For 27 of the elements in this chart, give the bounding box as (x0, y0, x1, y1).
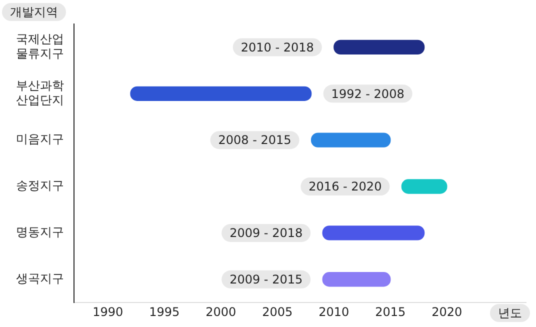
bar (322, 272, 391, 287)
annotation: 1992 - 2008 (331, 86, 404, 101)
bar (130, 86, 312, 101)
annotation: 2016 - 2020 (308, 180, 382, 194)
y-tick-label: 국제산업 물류지구 (16, 32, 64, 61)
bar (322, 226, 425, 240)
bar (310, 132, 391, 148)
annotation: 2010 - 2018 (240, 40, 314, 54)
bar (334, 40, 425, 55)
y-tick-label: 부산과학 산업단지 (16, 78, 64, 107)
bar (401, 179, 448, 194)
x-tick-label: 2010 (318, 304, 350, 319)
x-tick-label: 2015 (375, 304, 406, 319)
x-tick-label: 2020 (432, 304, 462, 319)
x-tick-label: 1995 (149, 304, 180, 319)
annotation: 2009 - 2015 (230, 272, 303, 287)
y-tick-label: 생곡지구 (16, 272, 64, 286)
annotation: 2008 - 2015 (218, 133, 292, 148)
annotation: 2009 - 2018 (230, 226, 303, 240)
x-tick-label: 2000 (206, 304, 236, 319)
y-tick-label: 송정지구 (16, 178, 64, 193)
y-tick-label: 미음지구 (16, 132, 64, 146)
y-tick-label: 명동지구 (16, 225, 64, 240)
x-tick-label: 2005 (262, 304, 293, 319)
y-axis-title: 개발지역 (10, 5, 58, 20)
x-axis-title: 년도 (498, 306, 522, 320)
x-tick-label: 1990 (92, 304, 124, 319)
